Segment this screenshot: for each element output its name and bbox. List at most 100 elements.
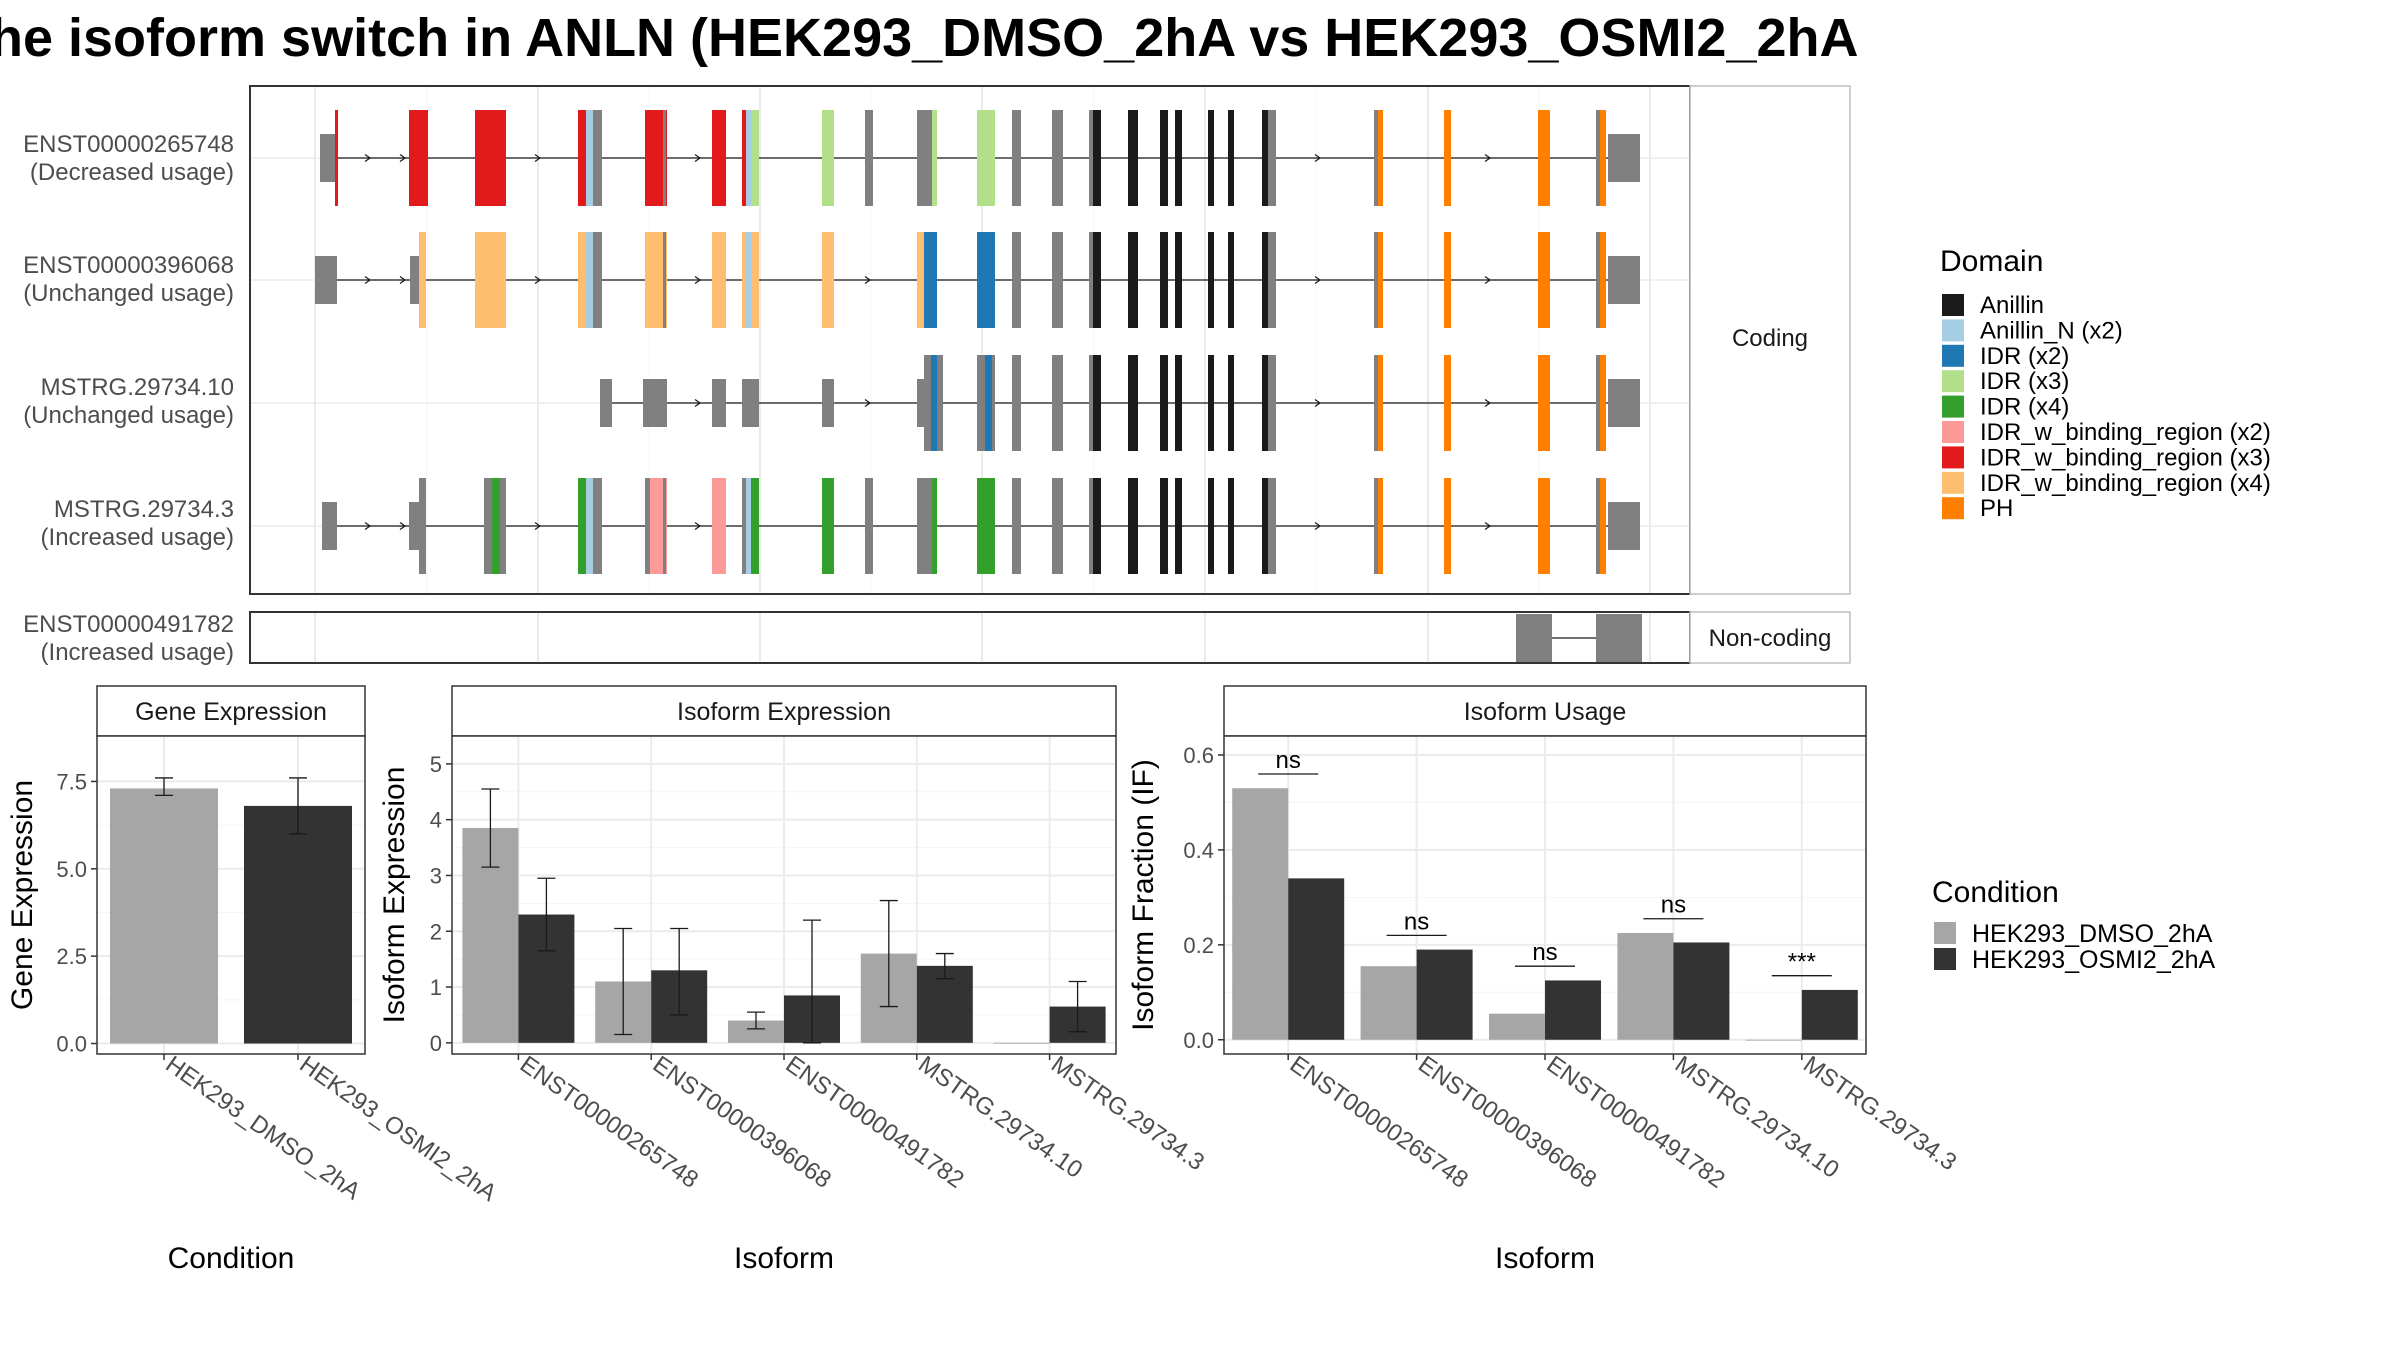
coding-exon	[1596, 478, 1600, 574]
coding-exon	[746, 478, 751, 574]
usage-strip	[1223, 685, 1867, 737]
isoform-usage-chart: Isoform Usage 0.00.20.40.6ENST0000026574…	[1127, 685, 1961, 1275]
coding-exon	[1444, 355, 1451, 451]
coding-exon	[1160, 110, 1168, 206]
coding-exon	[822, 478, 834, 574]
strand-arrow	[694, 154, 702, 162]
noncoding-strip-label: Non-coding	[1709, 625, 1832, 652]
coding-exon	[1374, 355, 1378, 451]
coding-exon	[1012, 232, 1021, 328]
coding-exon	[1444, 110, 1451, 206]
transcript-label-1-id: ENST00000265748	[23, 131, 234, 158]
condition-legend-label-osmi2: HEK293_OSMI2_2hA	[1972, 946, 2216, 974]
coding-exon	[1128, 478, 1138, 574]
coding-exon	[712, 232, 726, 328]
coding-exon	[419, 232, 426, 328]
utr-exon	[643, 379, 667, 427]
coding-exon	[475, 110, 506, 206]
coding-exon	[1262, 355, 1268, 451]
coding-exon	[1208, 355, 1214, 451]
coding-strip-label: Coding	[1732, 325, 1808, 352]
coding-exon	[663, 478, 666, 574]
coding-exon	[593, 232, 602, 328]
bar	[1617, 932, 1674, 1040]
bar	[1360, 966, 1417, 1040]
strand-arrow	[1484, 522, 1492, 530]
coding-exon	[1444, 232, 1451, 328]
utr-exon	[315, 256, 337, 304]
strand-arrow	[534, 154, 542, 162]
significance-label: ***	[1788, 949, 1816, 976]
bar	[1545, 980, 1601, 1040]
transcript-label-3-id: MSTRG.29734.10	[41, 374, 234, 401]
strand-arrow	[399, 276, 407, 284]
coding-exon	[985, 355, 992, 451]
coding-exon	[924, 232, 937, 328]
strand-arrow	[694, 276, 702, 284]
domain-legend-label: Anillin_N (x2)	[1980, 317, 2123, 344]
coding-exon	[1378, 110, 1383, 206]
coding-exon	[1374, 110, 1378, 206]
coding-exon	[1228, 478, 1234, 574]
domain-legend-swatch	[1942, 497, 1964, 520]
coding-exon	[1089, 110, 1093, 206]
iso-expr-xlabel: Isoform	[734, 1242, 834, 1275]
coding-exon	[1378, 232, 1383, 328]
domain-legend-swatch	[1942, 446, 1964, 469]
coding-exon	[1052, 232, 1063, 328]
noncoding-strip	[1689, 611, 1851, 664]
transcript-label-4-id: MSTRG.29734.3	[54, 496, 234, 523]
coding-exon	[822, 110, 834, 206]
coding-exon	[335, 110, 338, 206]
utr-exon	[1608, 256, 1640, 304]
bar	[110, 788, 218, 1044]
coding-exon	[742, 478, 746, 574]
coding-exon	[1538, 478, 1550, 574]
strand-arrow	[694, 399, 702, 407]
strand-arrow	[364, 276, 372, 284]
condition-legend-label-dmso: HEK293_DMSO_2hA	[1972, 920, 2213, 948]
coding-exon	[578, 110, 586, 206]
coding-exon	[751, 478, 759, 574]
coding-exon	[578, 478, 586, 574]
coding-exon	[1268, 232, 1276, 328]
coding-transcript-tracks	[315, 110, 1640, 574]
coding-exon	[1160, 355, 1168, 451]
transcript-label-3-usage: (Unchanged usage)	[23, 402, 234, 429]
gene-expression-chart: Gene Expression 0.02.55.07.5HEK293_DMSO_…	[6, 685, 501, 1275]
utr-exon	[322, 502, 337, 550]
coding-exon	[992, 355, 995, 451]
coding-exon	[977, 110, 995, 206]
strand-arrow	[1314, 399, 1322, 407]
coding-exon	[492, 478, 500, 574]
y-tick-label: 7.5	[56, 769, 87, 794]
coding-exon	[484, 478, 492, 574]
coding-exon	[917, 110, 932, 206]
usage-title: Isoform Usage	[1464, 698, 1627, 726]
strand-arrow	[534, 522, 542, 530]
coding-exon	[1600, 478, 1606, 574]
coding-exon	[1093, 232, 1101, 328]
strand-arrow	[694, 522, 702, 530]
noncoding-transcript-track	[1516, 614, 1642, 662]
bar	[1745, 1039, 1802, 1041]
strand-arrow	[1484, 154, 1492, 162]
bar	[1673, 942, 1730, 1040]
bar	[1489, 1013, 1545, 1040]
coding-exon	[1268, 478, 1276, 574]
y-tick-label: 0.0	[56, 1032, 87, 1057]
coding-exon	[1093, 355, 1101, 451]
coding-exon	[917, 478, 932, 574]
coding-exon	[712, 110, 726, 206]
utr-exon	[917, 379, 924, 427]
transcript-label-4-usage: (Increased usage)	[41, 524, 234, 551]
y-tick-label: 2.5	[56, 944, 87, 969]
coding-exon	[742, 232, 746, 328]
coding-exon	[1160, 478, 1168, 574]
coding-panel-frame	[249, 85, 1691, 595]
utr-exon	[410, 256, 419, 304]
gene-expr-strip	[96, 685, 366, 737]
transcript-label-2-usage: (Unchanged usage)	[23, 280, 234, 307]
transcript-label-1-usage: (Decreased usage)	[30, 159, 234, 186]
